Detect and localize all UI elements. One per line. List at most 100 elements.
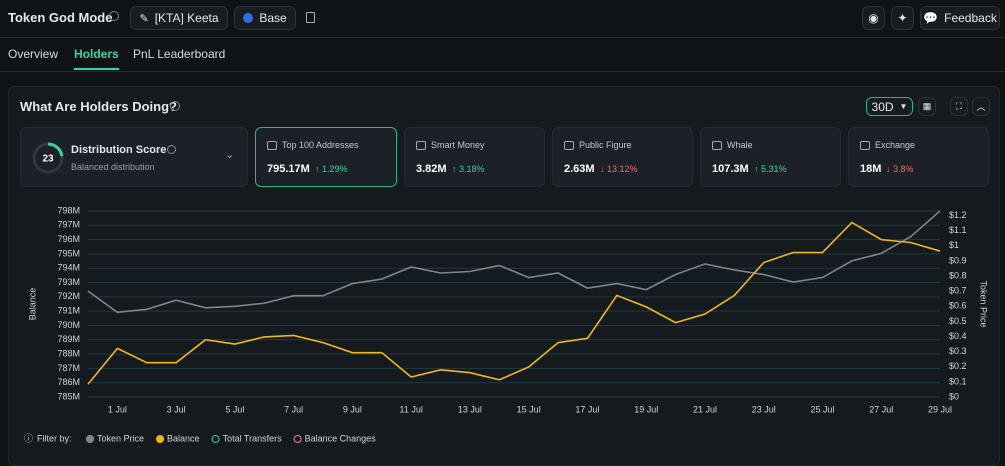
legend-swatch[interactable] — [156, 435, 165, 443]
card-icon — [416, 141, 426, 150]
legend-label: Filter by: — [37, 433, 72, 443]
x-tick-label: 13 Jul — [458, 404, 482, 414]
y-tick-label: 787M — [57, 363, 80, 373]
card-value: 795.17M — [267, 163, 310, 175]
card-label: Top 100 Addresses — [282, 140, 359, 150]
y2-tick-label: $0.9 — [949, 255, 967, 265]
stat-card[interactable]: Smart Money 3.82M ↑ 3.18% — [404, 127, 545, 187]
token-button[interactable]: ✎ [KTA] Keeta — [130, 6, 228, 30]
card-change: ↓ 13.12% — [600, 164, 638, 174]
x-tick-label: 21 Jul — [693, 404, 717, 414]
legend-icon: ⓘ — [24, 433, 33, 443]
collapse-button[interactable]: ︿ — [972, 97, 990, 116]
calendar-button[interactable]: ▦ — [918, 97, 936, 116]
y-axis-title: Balance — [27, 288, 37, 321]
copy-icon[interactable] — [306, 12, 315, 23]
watch-button[interactable]: ◉ — [862, 6, 885, 30]
y-tick-label: 785M — [57, 391, 80, 401]
score-card[interactable]: 23 Distribution Score Balanced distribut… — [20, 127, 248, 187]
pencil-icon: ✎ — [139, 12, 149, 25]
card-icon — [712, 141, 722, 150]
x-tick-label: 9 Jul — [343, 404, 362, 414]
legend-swatch[interactable] — [85, 434, 95, 444]
card-value: 18M — [860, 163, 882, 175]
tab[interactable]: PnL Leaderboard — [133, 47, 226, 61]
x-tick-label: 29 Jul — [928, 404, 952, 414]
score-sub: Balanced distribution — [71, 162, 155, 172]
card-value: 3.82M — [416, 163, 447, 175]
y-tick-label: 798M — [57, 205, 80, 215]
card-change: ↑ 5.31% — [754, 164, 787, 174]
legend-swatch[interactable] — [293, 434, 302, 444]
card-icon — [564, 141, 574, 150]
y2-tick-label: $0.2 — [949, 361, 967, 371]
page: Token God Mode ✎ [KTA] Keeta Base ◉ ✦ 💬 Fe… — [0, 6, 1005, 466]
y2-axis-title: Token Price — [979, 280, 989, 327]
y-tick-label: 788M — [57, 348, 80, 358]
card-label: Exchange — [875, 140, 916, 150]
range-dropdown[interactable]: 30D ▼ — [866, 97, 913, 116]
y-tick-label: 786M — [57, 377, 80, 387]
y2-tick-label: $0.8 — [949, 270, 967, 280]
token-label: [KTA] Keeta — [154, 11, 219, 25]
info-icon — [170, 101, 180, 111]
page-title: Token God Mode — [8, 10, 113, 25]
y-tick-label: 794M — [57, 263, 80, 273]
x-tick-label: 17 Jul — [575, 404, 599, 414]
legend-item[interactable]: Token Price — [97, 433, 144, 443]
x-tick-label: 5 Jul — [225, 404, 244, 414]
x-tick-label: 15 Jul — [517, 404, 541, 414]
y2-tick-label: $0.3 — [949, 346, 967, 356]
y-tick-label: 796M — [57, 234, 80, 244]
tab[interactable]: Overview — [8, 47, 59, 61]
x-tick-label: 27 Jul — [869, 404, 893, 414]
expand-button[interactable]: ⛶ — [950, 97, 968, 116]
x-tick-label: 23 Jul — [752, 404, 776, 414]
x-tick-label: 1 Jul — [108, 404, 127, 414]
chain-label: Base — [259, 11, 287, 25]
y-tick-label: 790M — [57, 320, 80, 330]
pin-button[interactable]: ✦ — [891, 6, 914, 30]
card-label: Whale — [727, 140, 753, 150]
stat-card[interactable]: Exchange 18M ↓ 3.8% — [848, 127, 989, 187]
y-tick-label: 797M — [57, 220, 80, 230]
legend-filter[interactable]: Total Transfers — [223, 433, 283, 443]
info-icon — [167, 145, 176, 154]
y2-tick-label: $0.6 — [949, 301, 967, 311]
card-change: ↑ 3.18% — [452, 164, 485, 174]
card-value: 2.63M — [564, 163, 595, 175]
y2-tick-label: $0 — [949, 391, 959, 401]
caret: ▼ — [899, 102, 908, 111]
stat-card[interactable]: Top 100 Addresses 795.17M ↑ 1.29% — [255, 127, 397, 187]
y2-tick-label: $0.7 — [949, 286, 967, 296]
y-tick-label: 793M — [57, 277, 80, 287]
stat-card[interactable]: Whale 107.3M ↑ 5.31% — [700, 127, 841, 187]
chain-icon — [243, 13, 254, 23]
y2-tick-label: $0.4 — [949, 331, 967, 341]
y2-tick-label: $1 — [949, 240, 959, 250]
y-tick-label: 795M — [57, 248, 80, 258]
y-tick-label: 791M — [57, 306, 80, 316]
card-label: Public Figure — [579, 140, 632, 150]
legend-item[interactable]: Balance — [167, 433, 200, 443]
tab-active[interactable]: Holders — [74, 47, 119, 70]
legend-swatch[interactable] — [211, 434, 220, 444]
chain-button[interactable]: Base — [234, 6, 296, 30]
y2-tick-label: $1.1 — [949, 225, 967, 235]
info-icon — [109, 11, 119, 21]
feedback-button[interactable]: 💬 Feedback — [920, 6, 1000, 30]
chevron: ⌄ — [225, 149, 235, 161]
x-tick-label: 19 Jul — [634, 404, 658, 414]
series-line — [87, 210, 941, 314]
legend-filter[interactable]: Balance Changes — [305, 433, 377, 443]
feedback-label: Feedback — [944, 11, 997, 25]
y-tick-label: 789M — [57, 334, 80, 344]
x-tick-label: 3 Jul — [167, 404, 186, 414]
feedback-icon: 💬 — [923, 11, 939, 25]
tabs-border — [0, 71, 1005, 72]
stat-card[interactable]: Public Figure 2.63M ↓ 13.12% — [552, 127, 693, 187]
range-label: 30D — [871, 99, 894, 114]
score-gauge: 23 — [32, 142, 64, 174]
score-value: 23 — [42, 154, 54, 165]
x-tick-label: 11 Jul — [399, 404, 422, 414]
